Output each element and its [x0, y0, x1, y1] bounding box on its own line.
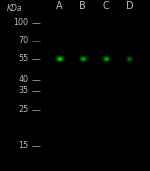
- Text: B: B: [80, 2, 86, 11]
- Text: 15: 15: [18, 141, 28, 150]
- Text: C: C: [103, 2, 109, 11]
- Text: 70: 70: [18, 36, 28, 45]
- Text: 100: 100: [14, 18, 28, 27]
- Text: 25: 25: [18, 105, 28, 114]
- Text: KDa: KDa: [7, 4, 23, 13]
- Text: 40: 40: [18, 75, 28, 84]
- Text: 35: 35: [18, 87, 28, 95]
- Text: D: D: [126, 2, 134, 11]
- Text: 55: 55: [18, 55, 28, 63]
- Text: A: A: [56, 2, 63, 11]
